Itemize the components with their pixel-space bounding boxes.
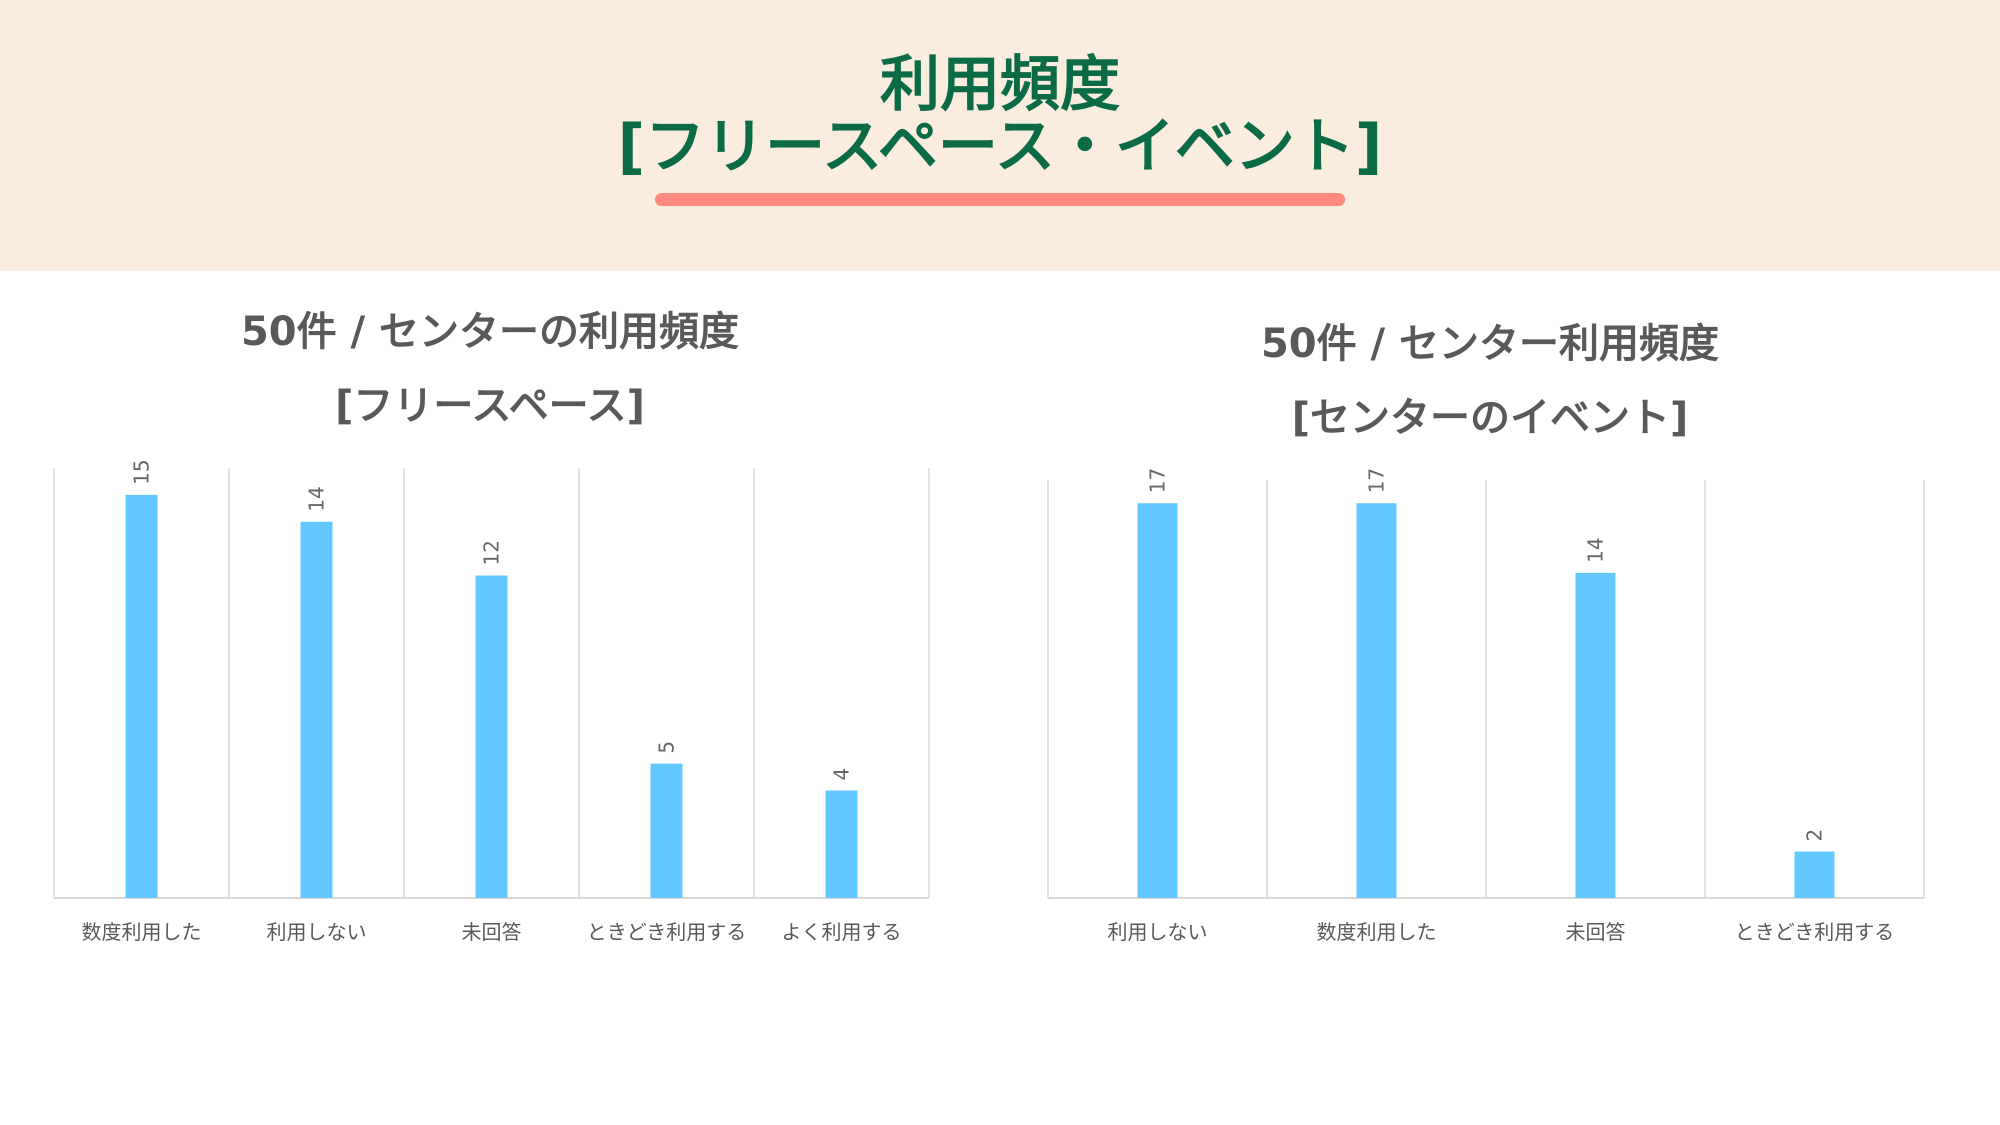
chart1-data-label: 14 — [305, 486, 329, 511]
chart2-title-line2: [センターのイベント] — [1291, 395, 1689, 441]
chart1-title-line2: [フリースペース] — [335, 383, 645, 429]
title-underline — [655, 193, 1345, 206]
chart2-data-label: 2 — [1803, 829, 1827, 842]
chart1-data-label: 12 — [480, 540, 504, 565]
chart2-category-label: 未回答 — [1566, 920, 1626, 944]
header-band — [0, 0, 2000, 271]
chart2-title-line1: 50件 / センター利用頻度 — [1260, 321, 1720, 367]
chart1-bar — [475, 575, 508, 898]
chart2-category-label: 数度利用した — [1317, 920, 1437, 944]
page-title-line1: 利用頻度 — [880, 50, 1120, 120]
chart1-bar — [825, 790, 858, 898]
chart2-category-label: 利用しない — [1108, 920, 1208, 944]
chart1-category-label: 未回答 — [462, 920, 522, 944]
chart1-title-line1: 50件 / センターの利用頻度 — [240, 309, 740, 355]
chart1-data-label: 15 — [130, 459, 154, 484]
chart2-data-label: 17 — [1146, 468, 1170, 493]
chart2-data-label: 14 — [1584, 537, 1608, 562]
chart1-category-label: 利用しない — [267, 920, 367, 944]
chart2-bar — [1794, 851, 1835, 898]
chart1-data-label: 4 — [830, 768, 854, 781]
chart1-category-label: 数度利用した — [82, 920, 202, 944]
chart2-bar — [1137, 503, 1178, 898]
chart2-bar — [1356, 503, 1397, 898]
chart1-data-label: 5 — [655, 741, 679, 754]
chart1-category-label: よく利用する — [782, 920, 902, 944]
page-title-line2: [フリースペース・イベント] — [617, 112, 1383, 182]
chart2-category-label: ときどき利用する — [1735, 920, 1894, 944]
chart1-category-label: ときどき利用する — [587, 920, 746, 944]
chart2-data-label: 17 — [1365, 468, 1389, 493]
chart1-bar — [125, 494, 158, 898]
chart1-bar — [300, 521, 333, 898]
chart1-bar — [650, 763, 683, 898]
chart2-bar — [1575, 572, 1616, 898]
